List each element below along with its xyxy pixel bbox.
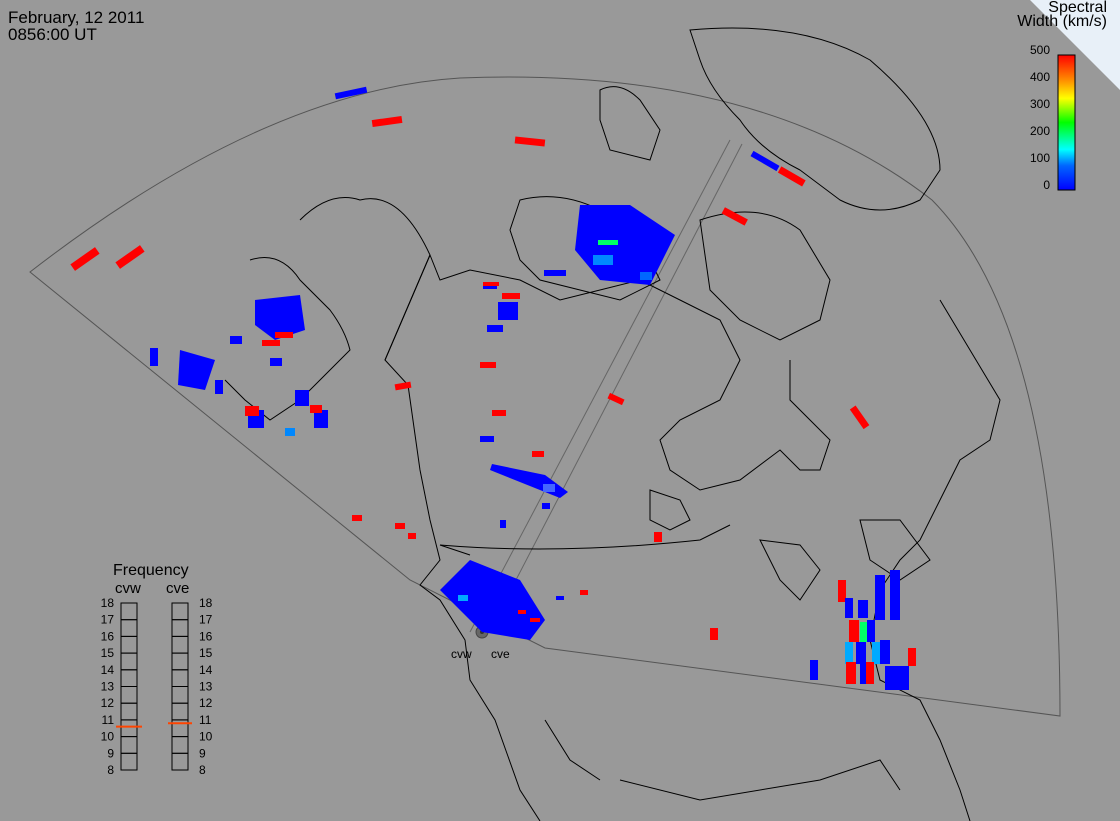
- frequency-box: [120, 752, 138, 771]
- frequency-box: [171, 635, 189, 654]
- legend-title-line1: Spectral: [1048, 0, 1107, 16]
- radar-fov-outline: [29, 76, 1061, 717]
- frequency-radar-cvw: cvw: [115, 580, 141, 597]
- coastlines: [224, 27, 1001, 821]
- frequency-box: [120, 602, 138, 621]
- frequency-scale-left: 18 17 16 15 14 13 12 11 10 9 8: [101, 596, 115, 777]
- frequency-tick-left: 14: [101, 663, 115, 677]
- legend-title-line2: Width (km/s): [1017, 13, 1107, 30]
- frequency-box: [120, 702, 138, 721]
- frequency-tick-right: 15: [199, 646, 213, 660]
- frequency-box: [120, 635, 138, 654]
- frequency-tick-right: 12: [199, 696, 213, 710]
- frequency-box: [120, 736, 138, 754]
- site-label-west: cvw: [451, 647, 472, 661]
- frequency-tick-left: 16: [101, 629, 115, 643]
- time-label: 0856:00 UT: [8, 25, 97, 44]
- legend-tick-500: 500: [1030, 43, 1050, 57]
- legend-tick-0: 0: [1043, 178, 1050, 192]
- frequency-tick-right: 10: [199, 730, 213, 744]
- frequency-scale-right: 18 17 16 15 14 13 12 11 10 9 8: [199, 596, 213, 777]
- frequency-box: [120, 652, 138, 671]
- frequency-box: [171, 602, 189, 621]
- date-label: February, 12 2011: [8, 8, 145, 27]
- frequency-tick-right: 17: [199, 613, 213, 627]
- frequency-box: [171, 669, 189, 687]
- frequency-tick-right: 14: [199, 663, 213, 677]
- legend-ticks: 500 400 300 200 100 0: [1030, 43, 1050, 192]
- frequency-tick-right: 13: [199, 680, 213, 694]
- frequency-tick-left: 15: [101, 646, 115, 660]
- frequency-boxes: [120, 602, 189, 771]
- legend-tick-400: 400: [1030, 70, 1050, 84]
- frequency-box: [171, 736, 189, 754]
- frequency-tick-left: 8: [107, 763, 114, 777]
- frequency-radar-cve: cve: [166, 580, 189, 597]
- legend-tick-300: 300: [1030, 97, 1050, 111]
- frequency-box: [120, 669, 138, 687]
- frequency-tick-left: 12: [101, 696, 115, 710]
- legend-tick-100: 100: [1030, 151, 1050, 165]
- frequency-panel: Frequency cvw cve 18 17 16 15 14 13 12 11 10 9 8 1…: [101, 562, 213, 777]
- frequency-box: [171, 619, 189, 637]
- frequency-box: [171, 752, 189, 771]
- frequency-tick-left: 18: [101, 596, 115, 610]
- radar-echoes: [70, 86, 916, 690]
- legend-tick-200: 200: [1030, 124, 1050, 138]
- frequency-tick-right: 11: [199, 713, 212, 727]
- frequency-title: Frequency: [113, 562, 189, 579]
- frequency-box: [120, 619, 138, 637]
- borders: [384, 254, 731, 556]
- frequency-tick-right: 18: [199, 596, 213, 610]
- frequency-tick-left: 13: [101, 680, 115, 694]
- frequency-box: [120, 719, 138, 738]
- frequency-tick-right: 8: [199, 763, 206, 777]
- frequency-tick-left: 10: [101, 730, 115, 744]
- frequency-tick-right: 9: [199, 746, 206, 760]
- frequency-tick-left: 11: [102, 713, 115, 727]
- frequency-box: [120, 686, 138, 704]
- legend-color-bar: [1057, 54, 1076, 191]
- site-label-east: cve: [491, 647, 510, 661]
- frequency-tick-right: 16: [199, 629, 213, 643]
- frequency-box: [171, 686, 189, 704]
- beam-line: [469, 139, 731, 633]
- frequency-box: [171, 652, 189, 671]
- frequency-tick-left: 9: [107, 746, 114, 760]
- frequency-tick-left: 17: [101, 613, 115, 627]
- frequency-box: [171, 702, 189, 721]
